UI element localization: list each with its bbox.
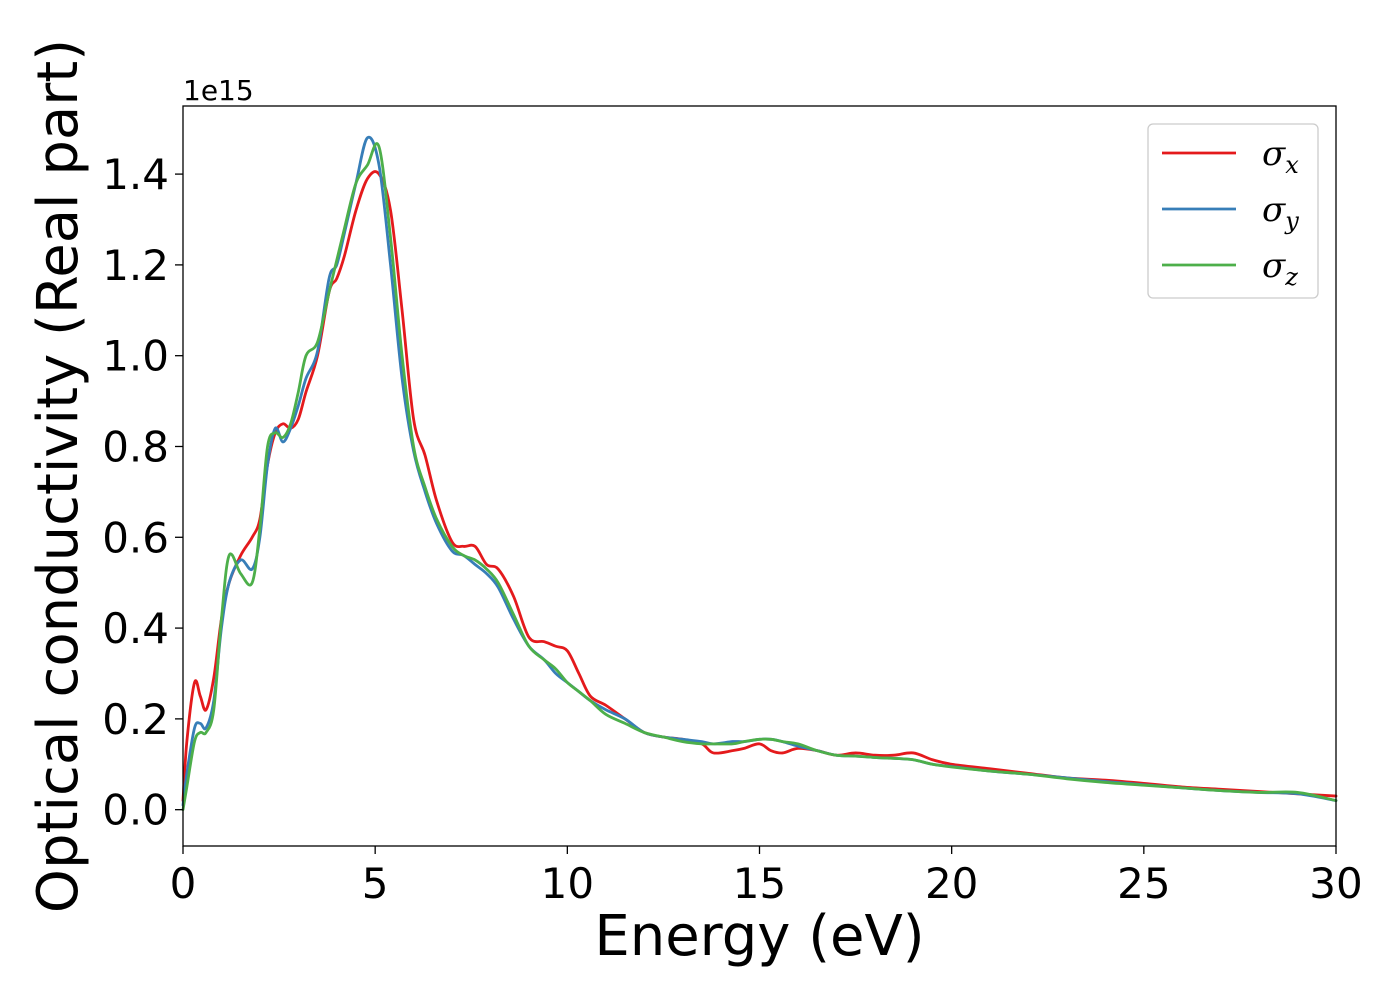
y-axis: 0.0 0.2 0.4 0.6 0.8 1.0 1.2 1.4 — [102, 150, 183, 835]
legend-label: σz — [1262, 246, 1298, 291]
x-tick-label: 10 — [541, 859, 594, 908]
x-tick-label: 20 — [925, 859, 978, 908]
legend-label: σy — [1262, 190, 1299, 235]
legend-label: σx — [1262, 134, 1299, 179]
y-tick-label: 0.2 — [102, 695, 169, 744]
y-axis-title: Optical conductivity (Real part) — [26, 39, 91, 913]
legend-item-z: σz — [1162, 246, 1298, 291]
y-tick-label: 0.6 — [102, 513, 169, 562]
legend-item-x: σx — [1162, 134, 1299, 179]
legend-item-y: σy — [1162, 190, 1299, 235]
y-tick-label: 1.2 — [102, 241, 169, 290]
y-tick-label: 0.4 — [102, 604, 169, 653]
y-tick-label: 1.4 — [102, 150, 169, 199]
series-line-z — [181, 142, 1338, 812]
x-tick-label: 25 — [1117, 859, 1170, 908]
y-tick-label: 0.8 — [102, 422, 169, 471]
x-tick-label: 5 — [362, 859, 389, 908]
x-tick-label: 15 — [733, 859, 786, 908]
series-layer — [181, 135, 1338, 812]
legend-box — [1147, 123, 1319, 299]
y-offset-label: 1e15 — [183, 74, 254, 107]
x-axis: 0 5 10 15 20 25 30 — [170, 846, 1363, 908]
y-tick-label: 1.0 — [102, 332, 169, 381]
x-tick-label: 0 — [170, 859, 197, 908]
legend: σx σy σz — [1147, 123, 1319, 299]
x-axis-title: Energy (eV) — [594, 904, 924, 969]
x-tick-label: 30 — [1309, 859, 1362, 908]
y-tick-label: 0.0 — [102, 786, 169, 835]
